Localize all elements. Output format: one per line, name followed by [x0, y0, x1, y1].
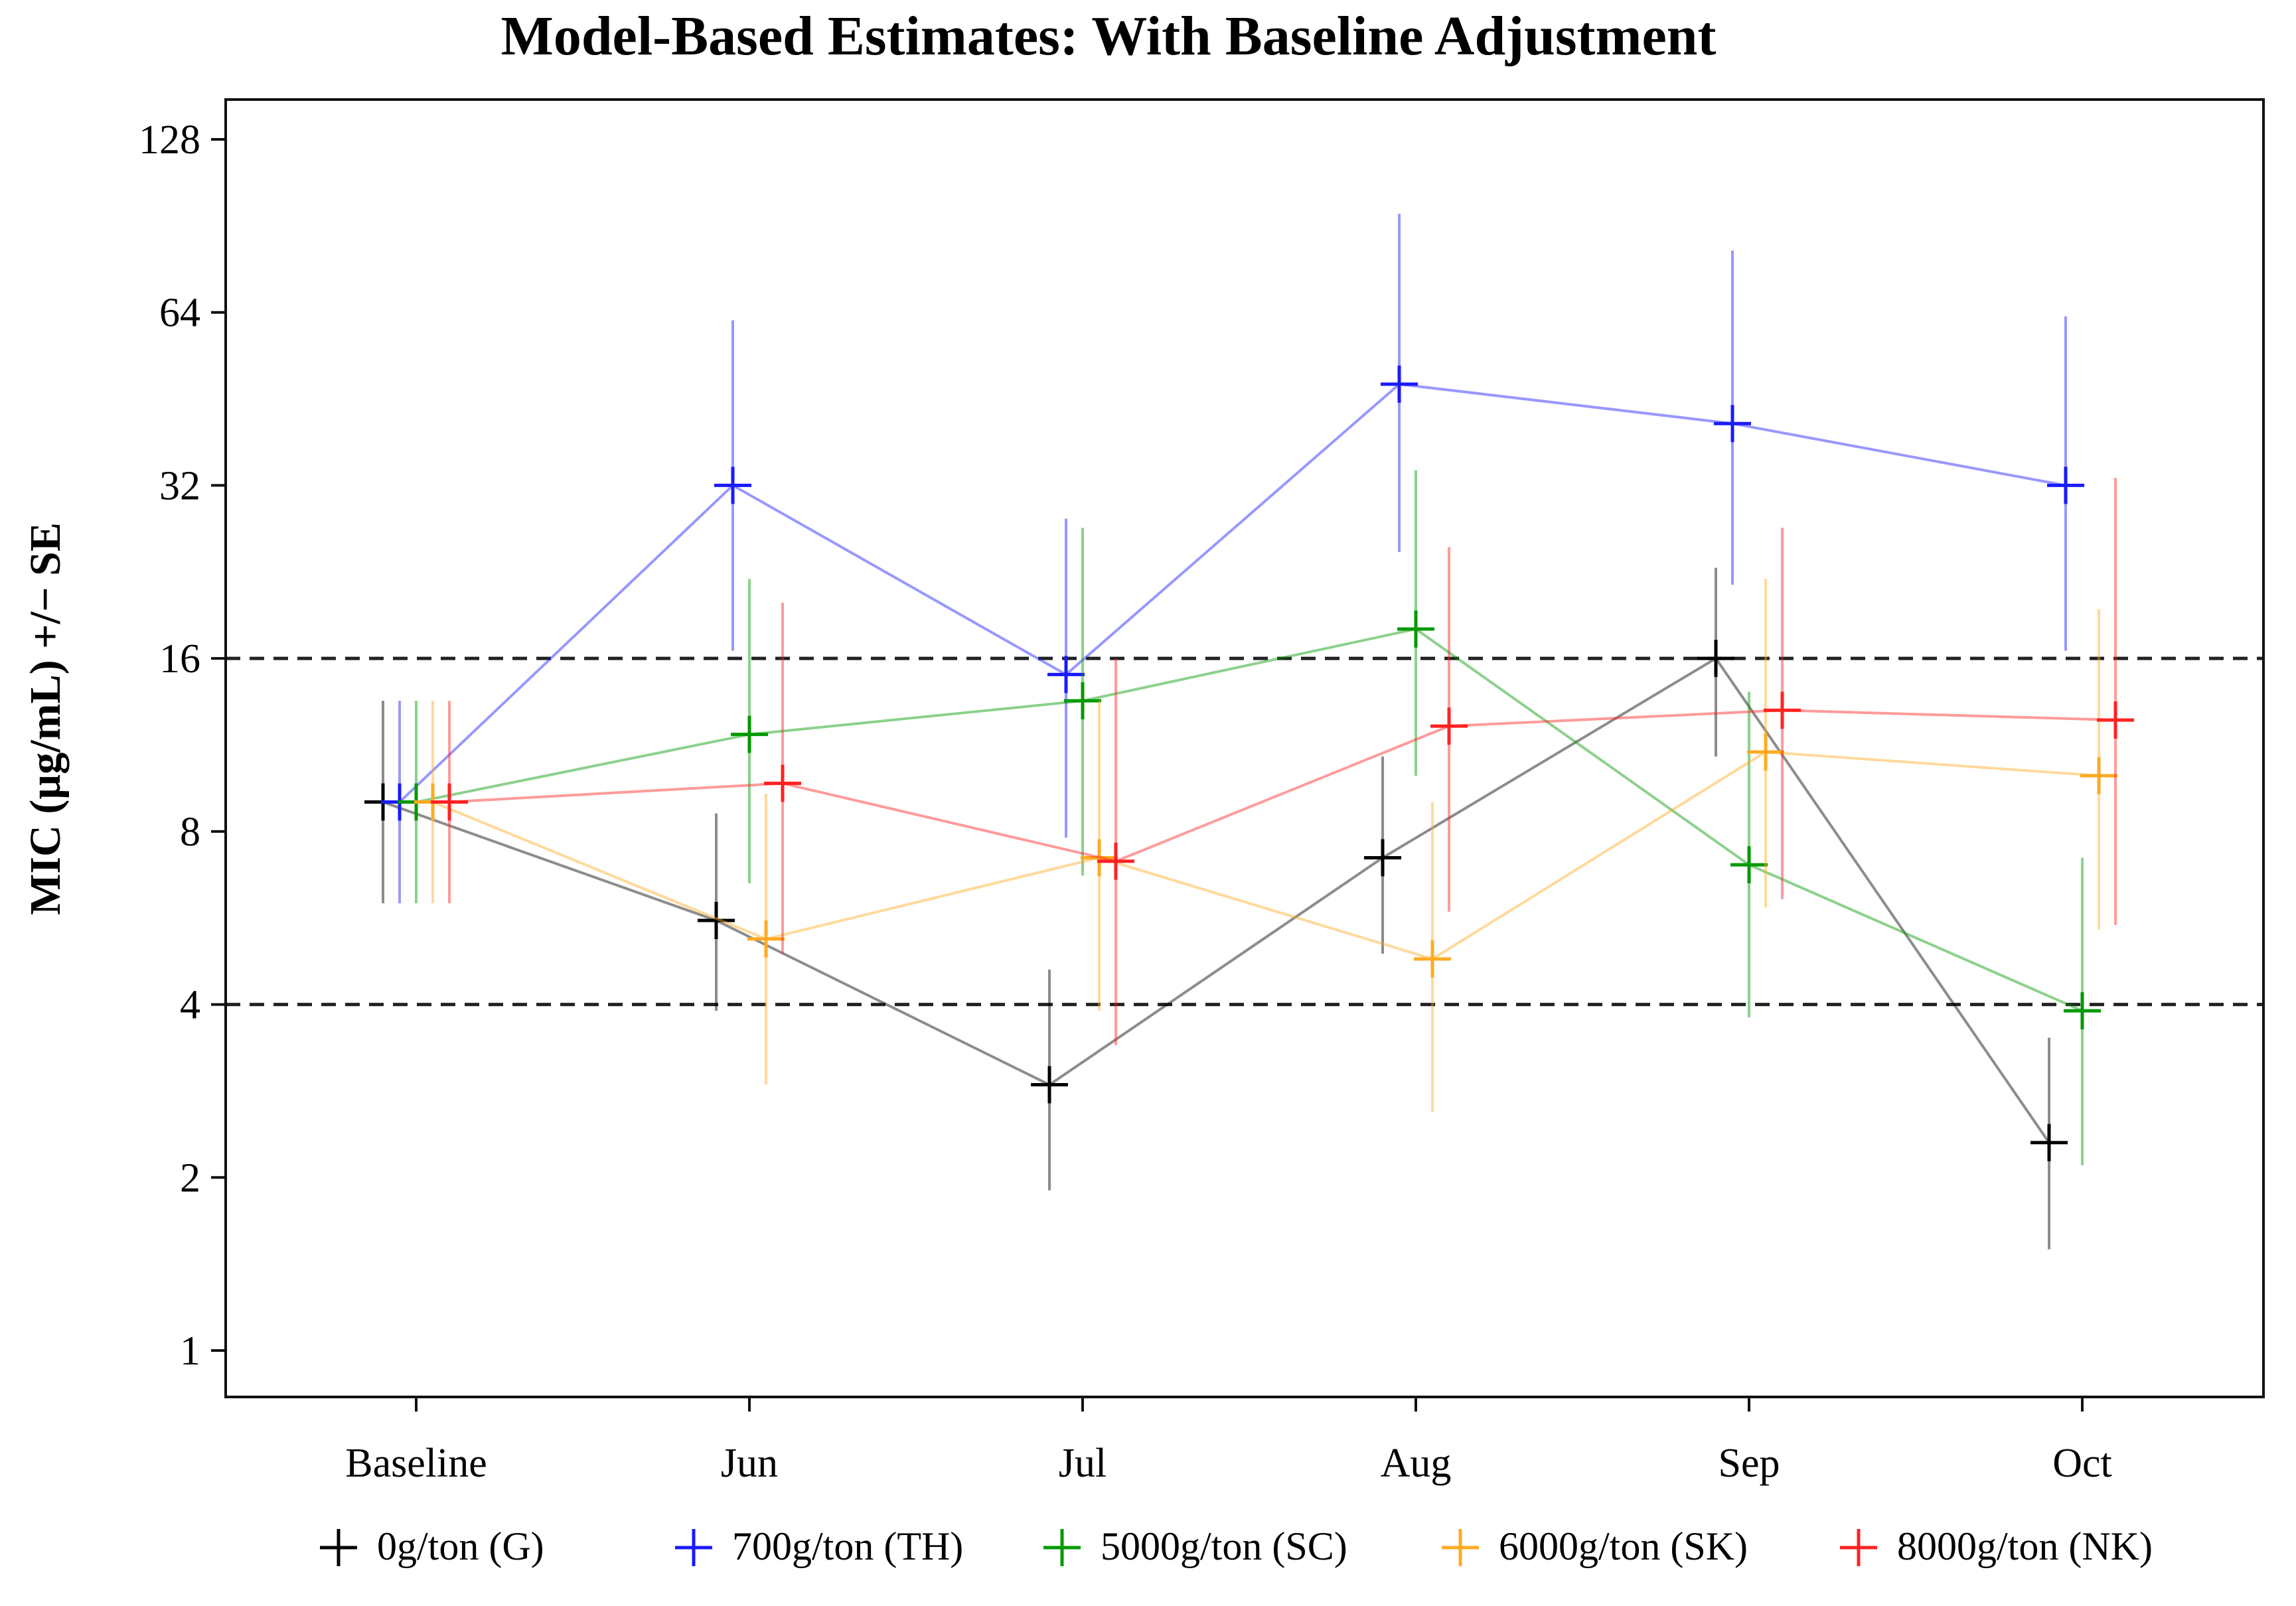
- plot-border: [224, 98, 2265, 1398]
- series-4: [431, 477, 2134, 1045]
- series-2: [398, 470, 2101, 1165]
- legend-item-1: 700g/ton (TH): [675, 1524, 963, 1568]
- y-tick-label: 2: [180, 1155, 200, 1201]
- series-layer: [364, 214, 2134, 1250]
- series-line: [449, 709, 2116, 863]
- chart-title: Model-Based Estimates: With Baseline Adj…: [501, 5, 1717, 67]
- x-tick-label: Oct: [2052, 1441, 2112, 1486]
- x-tick-label: Sep: [1719, 1441, 1780, 1486]
- series-line: [398, 382, 2066, 804]
- y-tick-label: 128: [139, 117, 200, 163]
- legend-item-4: 8000g/ton (NK): [1840, 1524, 2153, 1568]
- y-tick-label: 4: [180, 983, 200, 1028]
- legend: 0g/ton (G) 700g/ton (TH) 5000g/ton (SC) 600…: [320, 1524, 2153, 1568]
- x-axis: Baseline Jun Jul Aug Sep Oct: [345, 1397, 2112, 1486]
- series-line: [432, 751, 2100, 961]
- series-line: [382, 656, 2050, 1143]
- series-0: [364, 567, 2068, 1250]
- y-tick-label: 8: [180, 810, 200, 855]
- series-3: [414, 579, 2117, 1112]
- y-tick-label: 32: [159, 463, 200, 508]
- y-axis-label: MIC (µg/mL) +/− SE: [21, 522, 70, 915]
- legend-label: 0g/ton (G): [377, 1524, 544, 1568]
- legend-item-2: 5000g/ton (SC): [1043, 1524, 1347, 1568]
- legend-label: 700g/ton (TH): [732, 1524, 963, 1568]
- x-tick-label: Aug: [1381, 1441, 1452, 1486]
- legend-label: 6000g/ton (SK): [1499, 1524, 1748, 1568]
- legend-item-3: 6000g/ton (SK): [1442, 1524, 1748, 1568]
- x-tick-label: Jul: [1059, 1441, 1107, 1486]
- y-tick-label: 1: [180, 1329, 200, 1374]
- y-axis: 1 2 4 8 16 32 64 128: [139, 117, 226, 1374]
- plot-frame: [224, 98, 2265, 1398]
- legend-item-0: 0g/ton (G): [320, 1524, 544, 1568]
- y-tick-label: 16: [159, 636, 200, 682]
- legend-label: 5000g/ton (SC): [1101, 1524, 1347, 1568]
- x-tick-label: Jun: [721, 1441, 778, 1486]
- x-tick-label: Baseline: [345, 1441, 487, 1486]
- y-tick-label: 64: [159, 291, 200, 336]
- reference-lines: [226, 656, 2263, 1007]
- series-1: [381, 214, 2084, 904]
- series-line: [416, 627, 2083, 1012]
- legend-label: 8000g/ton (NK): [1897, 1524, 2153, 1568]
